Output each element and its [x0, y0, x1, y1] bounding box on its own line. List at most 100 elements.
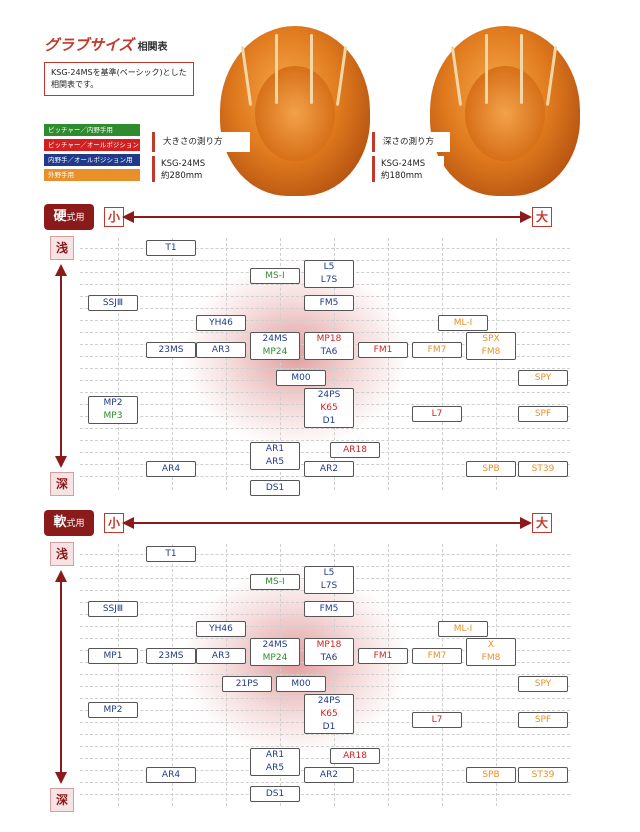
- axis-large-label: 大: [532, 513, 552, 533]
- glove-model-box: SPY: [518, 370, 568, 386]
- grid-line-v: [496, 544, 497, 806]
- glove-model-label: MP3: [103, 411, 123, 421]
- glove-model-label: AR2: [319, 464, 339, 474]
- glove-model-label: AR4: [161, 464, 181, 474]
- glove-model-label: 23MS: [158, 651, 184, 661]
- legend-outfield: 外野手用: [44, 169, 140, 181]
- glove-model-label: AR2: [319, 770, 339, 780]
- section-label-sub: 式用: [66, 519, 85, 529]
- glove-model-box: SSJⅢ: [88, 601, 138, 617]
- glove-model-label: FM5: [319, 604, 339, 614]
- axis-shallow-label: 浅: [50, 236, 74, 260]
- axis-small-label: 小: [104, 513, 124, 533]
- horizontal-arrow: [122, 517, 532, 529]
- glove-model-box: SPF: [518, 712, 568, 728]
- axis-small-label: 小: [104, 207, 124, 227]
- glove-model-label: MS-I: [265, 577, 285, 587]
- glove-model-label: DS1: [265, 789, 285, 799]
- glove-model-label: SPB: [482, 464, 500, 474]
- glove-model-label: FM5: [319, 298, 339, 308]
- grid-line-v: [442, 238, 443, 490]
- glove-model-label: M00: [291, 373, 311, 383]
- glove-model-box: AR3: [196, 648, 246, 664]
- glove-model-box: FM5: [304, 295, 354, 311]
- grid-line-v: [172, 238, 173, 490]
- glove-model-label: MP18: [316, 334, 342, 344]
- glove-model-label: MP2: [103, 398, 123, 408]
- glove-model-box: DS1: [250, 480, 300, 496]
- glove-model-label: MP24: [262, 653, 288, 663]
- legend-infield-all: 内野手／オールポジション用: [44, 154, 140, 166]
- glove-model-label: MP1: [103, 651, 123, 661]
- glove-model-box: AR18: [330, 442, 380, 458]
- glove-model-label: L7S: [320, 581, 338, 591]
- glove-model-label: YH46: [209, 624, 233, 634]
- glove-model-box: SPB: [466, 767, 516, 783]
- glove-model-label: AR3: [211, 345, 231, 355]
- glove-model-box: T1: [146, 546, 196, 562]
- glove-model-box: MS-I: [250, 574, 300, 590]
- glove-model-label: ML-I: [453, 624, 473, 634]
- glove-model-box: ML-I: [438, 315, 488, 331]
- grid-line-h: [80, 674, 570, 675]
- section-soft: 軟式用小大浅深 T1 MS-I L5 L7S SSJⅢ FM5 YH46 ML-I MP1 23MS…: [0, 506, 640, 816]
- glove-model-box: SPB: [466, 461, 516, 477]
- grid-line-v: [496, 238, 497, 490]
- size-caption: 大きさの測り方: [152, 132, 250, 152]
- glove-model-label: T1: [165, 243, 177, 253]
- grid-line-h: [80, 626, 570, 627]
- glove-model-box: FM1: [358, 648, 408, 664]
- note-box: KSG-24MSを基準(ベーシック)とした相関表です。: [44, 62, 194, 96]
- size-value: 約280mm: [161, 171, 203, 181]
- glove-model-label: AR1: [265, 750, 285, 760]
- grid-line-v: [442, 544, 443, 806]
- glove-model-label: 24MS: [262, 334, 288, 344]
- glove-model-label: MP18: [316, 640, 342, 650]
- depth-caption: 深さの測り方: [372, 132, 450, 152]
- size-model: KSG-24MS: [161, 159, 206, 169]
- grid-line-h: [80, 758, 570, 759]
- glove-model-box: AR2: [304, 461, 354, 477]
- glove-model-label: AR5: [265, 763, 285, 773]
- vertical-arrow: [55, 570, 67, 784]
- axis-deep-label: 深: [50, 788, 74, 812]
- grid-line-h: [80, 248, 570, 249]
- glove-model-box: AR1 AR5: [250, 748, 300, 776]
- glove-model-label: FM8: [481, 653, 501, 663]
- glove-model-label: L7S: [320, 275, 338, 285]
- glove-model-box: 24PS K65 D1: [304, 694, 354, 734]
- glove-model-box: L7: [412, 712, 462, 728]
- axis-large-label: 大: [532, 207, 552, 227]
- grid-line-h: [80, 452, 570, 453]
- glove-model-label: D1: [322, 416, 336, 426]
- grid-line-v: [280, 238, 281, 490]
- glove-model-label: MP24: [262, 347, 288, 357]
- glove-model-label: SPY: [534, 373, 552, 383]
- glove-model-box: X FM8: [466, 638, 516, 666]
- glove-model-box: MP18 TA6: [304, 332, 354, 360]
- glove-model-label: FM1: [373, 345, 393, 355]
- glove-model-label: K65: [320, 403, 338, 413]
- depth-model: KSG-24MS: [381, 159, 426, 169]
- glove-model-label: 24PS: [317, 696, 341, 706]
- glove-model-label: ST39: [531, 770, 555, 780]
- glove-depth-image: [430, 26, 580, 196]
- glove-model-label: FM7: [427, 345, 447, 355]
- glove-model-box: AR1 AR5: [250, 442, 300, 470]
- glove-model-label: M00: [291, 679, 311, 689]
- glove-model-label: TA6: [320, 653, 338, 663]
- glove-model-box: ST39: [518, 767, 568, 783]
- size-spec: KSG-24MS 約280mm: [152, 156, 224, 182]
- glove-model-label: L7: [431, 409, 443, 419]
- depth-value: 約180mm: [381, 171, 423, 181]
- section-hard: 硬式用小大浅深 T1 MS-I L5 L7S SSJⅢ FM5 YH46 ML-I 23MS AR3…: [0, 200, 640, 500]
- title-sub: 相関表: [137, 42, 168, 53]
- grid-line-h: [80, 734, 570, 735]
- grid-line-h: [80, 794, 570, 795]
- glove-model-box: MP2 MP3: [88, 396, 138, 424]
- grid-line-h: [80, 554, 570, 555]
- grid-line-h: [80, 368, 570, 369]
- glove-model-label: SPF: [534, 409, 552, 419]
- vertical-arrow: [55, 264, 67, 468]
- glove-model-box: 24MS MP24: [250, 638, 300, 666]
